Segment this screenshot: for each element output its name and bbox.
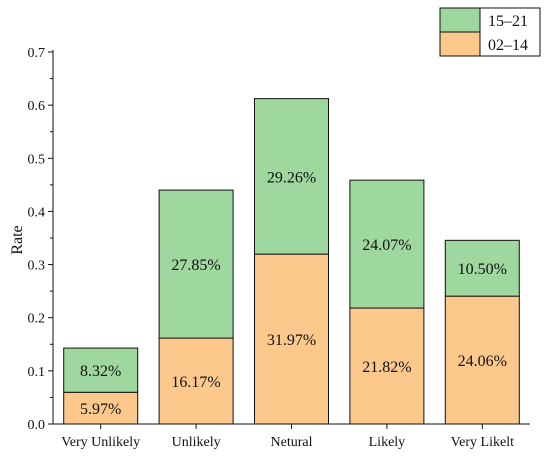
legend-frame (439, 7, 541, 57)
data-label: 29.26% (267, 169, 316, 186)
legend: 15–21 02–14 (439, 7, 541, 57)
bar-upper-0 (63, 347, 139, 393)
y-tick-label: 0.7 (28, 46, 46, 61)
x-tick-label: Unlikely (172, 435, 221, 450)
x-tick-label: Netural (271, 435, 313, 450)
data-label: 24.06% (458, 353, 507, 370)
y-tick-label: 0.3 (28, 259, 46, 274)
data-label: 8.32% (80, 363, 121, 380)
data-label: 21.82% (362, 359, 411, 376)
legend-label: 02–14 (488, 37, 528, 54)
y-tick-label: 0.2 (28, 312, 46, 327)
y-axis-title: Rate (9, 225, 26, 254)
bar-lower-0 (63, 391, 139, 425)
y-tick-label: 0.5 (28, 152, 46, 167)
bar-upper-3 (349, 179, 425, 309)
legend-label: 15–21 (488, 13, 528, 30)
data-label: 16.17% (171, 374, 220, 391)
y-tick-label: 0.0 (28, 418, 46, 433)
y-tick-label: 0.1 (28, 365, 46, 380)
axes-group: Very Unlikely Unlikely Netural Likely Very L… (28, 46, 530, 450)
x-tick-label: Very Unlikely (61, 435, 140, 450)
x-tick-label: Very Likelt (451, 435, 514, 450)
bar-upper-2 (254, 98, 329, 255)
x-tick-label: Likely (369, 435, 406, 450)
bar-upper-4 (444, 239, 520, 297)
bar-lower-2 (254, 253, 329, 425)
bars-group: 5.97% 8.32% 16.17% 27.85% 31.97% 29.26% 21.82%… (63, 98, 520, 425)
data-label: 31.97% (267, 332, 316, 349)
data-label: 24.07% (362, 237, 411, 254)
legend-swatch (439, 31, 481, 57)
legend-swatch (439, 7, 481, 33)
y-tick-label: 0.6 (28, 99, 46, 114)
data-label: 5.97% (80, 401, 121, 418)
data-label: 27.85% (171, 257, 220, 274)
data-label: 10.50% (458, 261, 507, 278)
bar-upper-1 (158, 189, 234, 339)
y-tick-label: 0.4 (28, 205, 46, 220)
